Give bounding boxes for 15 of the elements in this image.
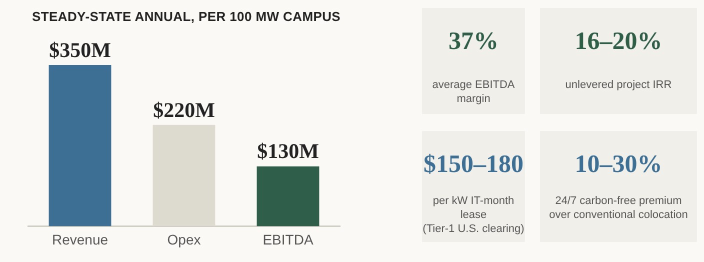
x-tick-label: Opex [167, 231, 201, 248]
text: unlevered project IRR [564, 78, 673, 92]
text: $150–180 [422, 151, 524, 179]
x-tick-label: EBITDA [262, 231, 314, 248]
chart-title: STEADY-STATE ANNUAL, PER 100 MW CAMPUS [32, 9, 341, 24]
text: 16–20% [574, 28, 664, 56]
text: 10–30% [574, 151, 664, 179]
data-label: $350M [49, 38, 112, 62]
data-label: $220M [153, 98, 216, 122]
text: per kW IT-month lease (Tier-1 U.S. clearing) [422, 194, 525, 236]
text: average EBITDA margin [431, 78, 516, 106]
text: 37% [448, 28, 500, 56]
text: 24/7 carbon-free premium over conventional colocation [548, 194, 689, 222]
data-label: $130M [257, 139, 320, 164]
x-tick-label: Revenue [52, 231, 108, 248]
